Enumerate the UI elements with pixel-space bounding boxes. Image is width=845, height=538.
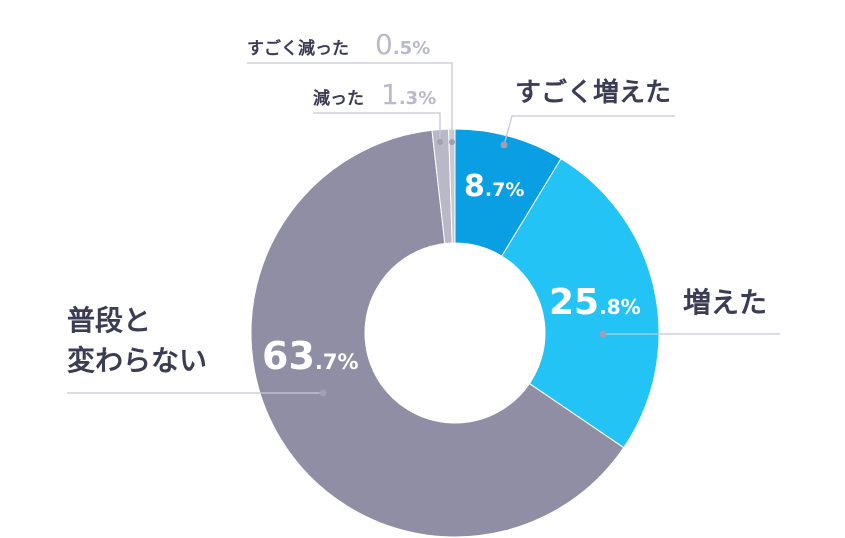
value-kawaranai-num: 63 (262, 334, 315, 378)
slice-kawaranai (250, 129, 625, 538)
slice-fueta (501, 158, 660, 449)
leader-line-sugoku-hetta (247, 62, 453, 142)
value-kawaranai-dec: .7% (315, 350, 359, 374)
slice-sugoku-hetta (448, 128, 456, 244)
leader-dot-kawaranai (319, 389, 327, 397)
value-sugoku-hetta-dec: .5% (393, 38, 430, 59)
slices (250, 128, 660, 538)
value-sugoku-fueta-num: 8 (464, 169, 485, 204)
value-sugoku-hetta-num: 0 (375, 28, 393, 61)
leader-dot-hetta (437, 139, 443, 145)
value-fueta-num: 25 (549, 282, 599, 323)
label-sugoku-fueta: すごく増えた (515, 77, 671, 108)
label-kawaranai-line1: 普段と (67, 304, 151, 337)
value-label-fueta: 25.8% (549, 282, 641, 323)
leader-dot-sugoku-fueta (500, 141, 508, 149)
value-sugoku-fueta-dec: .7% (485, 179, 524, 201)
leader-dot-sugoku-hetta (449, 139, 455, 145)
label-sugoku-hetta: すごく減った (247, 38, 349, 59)
leader-dot-fueta (599, 330, 607, 338)
label-kawaranai-line2: 変わらない (67, 344, 207, 377)
value-hetta-dec: .3% (399, 88, 436, 109)
value-label-kawaranai: 63.7% (262, 334, 359, 378)
leader-lines (67, 62, 780, 394)
leader-line-sugoku-fueta (503, 115, 675, 146)
value-label-sugoku-hetta: 0.5% (375, 28, 430, 61)
value-label-sugoku-fueta: 8.7% (464, 169, 524, 204)
label-hetta: 減った (313, 88, 364, 109)
label-fueta: 増えた (683, 286, 767, 319)
leader-line-hetta (313, 112, 441, 142)
value-fueta-dec: .8% (599, 295, 641, 319)
value-label-hetta: 1.3% (381, 78, 436, 111)
leader-dots (319, 139, 607, 397)
value-hetta-num: 1 (381, 78, 399, 111)
